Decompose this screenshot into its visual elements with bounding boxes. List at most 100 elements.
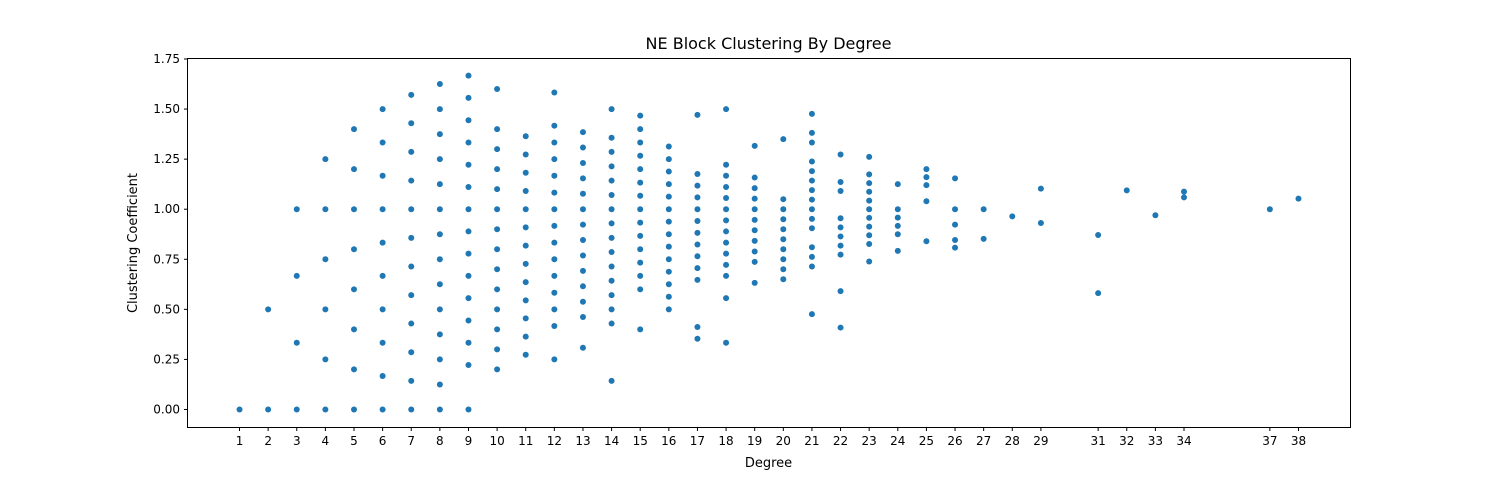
data-point: [694, 241, 701, 248]
data-point: [665, 231, 672, 238]
data-point: [408, 377, 415, 384]
data-point: [751, 195, 758, 202]
data-point: [866, 223, 873, 230]
data-point: [665, 256, 672, 263]
data-point: [608, 206, 615, 213]
data-point: [579, 190, 586, 197]
data-point: [408, 320, 415, 327]
data-point: [408, 206, 415, 213]
data-point: [866, 188, 873, 195]
x-tick-label: 38: [1291, 434, 1306, 448]
data-point: [923, 238, 930, 245]
data-point: [723, 228, 730, 235]
data-point: [1095, 290, 1102, 297]
data-point: [293, 339, 300, 346]
data-point: [494, 86, 501, 93]
data-point: [866, 214, 873, 221]
data-point: [808, 206, 815, 213]
x-tick-label: 11: [518, 434, 533, 448]
x-tick-label: 26: [947, 434, 962, 448]
data-point: [1123, 187, 1130, 194]
x-tick-label: 33: [1148, 434, 1163, 448]
data-point: [293, 206, 300, 213]
data-point: [780, 266, 787, 273]
data-point: [952, 221, 959, 228]
data-point: [551, 256, 558, 263]
data-point: [837, 251, 844, 258]
data-point: [1181, 188, 1187, 195]
data-point: [351, 206, 357, 213]
data-point: [665, 268, 672, 275]
data-point: [637, 192, 644, 199]
data-point: [608, 148, 615, 155]
data-point: [866, 241, 873, 248]
data-point: [522, 151, 529, 158]
data-point: [408, 234, 415, 241]
data-point: [608, 377, 615, 384]
data-point: [465, 339, 472, 346]
data-point: [637, 112, 644, 119]
data-point: [436, 156, 443, 163]
data-point: [436, 331, 443, 338]
x-tick-label: 7: [407, 434, 415, 448]
data-point: [436, 356, 443, 363]
data-point: [494, 286, 501, 293]
data-point: [379, 239, 386, 246]
data-point: [408, 120, 415, 127]
x-tick-label: 29: [1033, 434, 1048, 448]
data-point: [465, 295, 472, 302]
data-point: [694, 111, 701, 118]
data-point: [379, 306, 386, 313]
data-point: [637, 179, 644, 186]
data-point: [522, 242, 529, 249]
data-point: [408, 292, 415, 299]
data-point: [522, 133, 529, 140]
data-point: [494, 186, 501, 193]
data-point: [579, 344, 586, 351]
data-point: [579, 221, 586, 228]
data-point: [637, 232, 644, 239]
data-point: [923, 198, 930, 205]
data-point: [952, 244, 959, 251]
data-point: [808, 225, 815, 232]
data-point: [694, 218, 701, 225]
x-tick-label: 4: [322, 434, 330, 448]
data-point: [808, 129, 815, 136]
data-point: [551, 322, 558, 329]
data-point: [551, 272, 558, 279]
data-point: [579, 144, 586, 151]
data-point: [780, 246, 787, 253]
data-point: [436, 306, 443, 313]
data-point: [379, 139, 386, 146]
x-tick-label: 2: [264, 434, 272, 448]
data-point: [780, 236, 787, 243]
data-point: [751, 216, 758, 223]
data-point: [379, 272, 386, 279]
data-point: [579, 237, 586, 244]
data-point: [494, 226, 501, 233]
data-point: [465, 250, 472, 257]
x-tick-label: 32: [1119, 434, 1134, 448]
data-point: [694, 276, 701, 283]
data-point: [322, 356, 329, 363]
x-tick-label: 20: [776, 434, 791, 448]
data-point: [494, 146, 501, 153]
data-point: [866, 258, 873, 265]
data-point: [694, 253, 701, 260]
data-point: [351, 126, 357, 133]
data-point: [894, 206, 901, 213]
data-point: [723, 261, 730, 268]
data-point: [665, 243, 672, 250]
data-point: [608, 263, 615, 270]
data-point: [837, 288, 844, 295]
data-point: [551, 206, 558, 213]
data-point: [351, 326, 357, 333]
y-axis-ticks: 0.00 0.25 0.50 0.75 1.00 1.25 1.50 1.75: [153, 52, 188, 416]
data-point: [665, 181, 672, 188]
data-point: [723, 172, 730, 179]
data-point: [866, 153, 873, 160]
data-point: [551, 239, 558, 246]
data-point: [665, 281, 672, 288]
data-point: [551, 306, 558, 313]
data-point: [780, 216, 787, 223]
